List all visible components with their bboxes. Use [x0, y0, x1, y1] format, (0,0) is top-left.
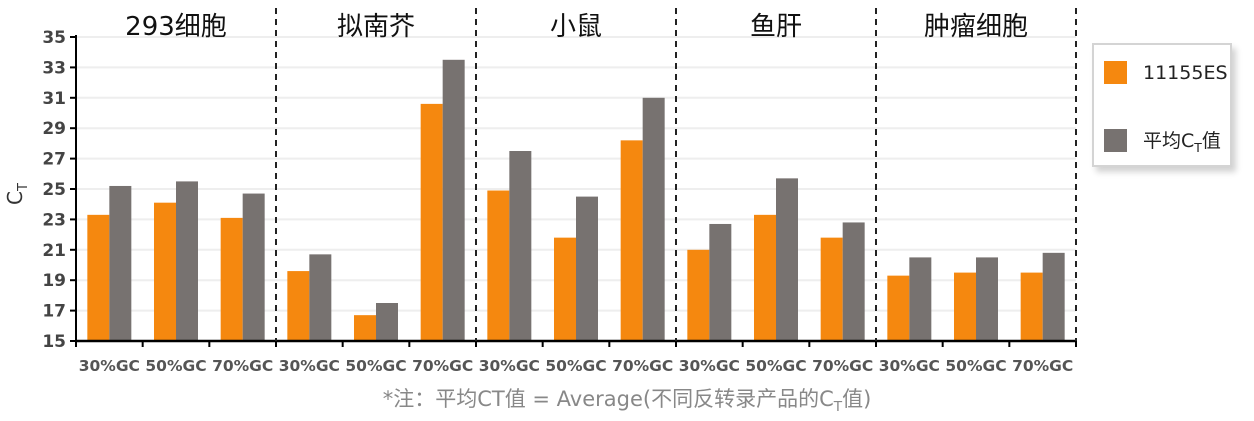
- group-title: 鱼肝: [750, 12, 802, 42]
- x-tick-label: 50%GC: [545, 357, 606, 375]
- y-tick-label: 31: [42, 89, 66, 109]
- y-tick-label: 33: [42, 58, 66, 78]
- bar-avg-ct: [1042, 252, 1065, 341]
- bar-avg-ct: [109, 185, 132, 341]
- x-tick-label: 70%GC: [812, 357, 873, 375]
- bar-11155es: [220, 217, 243, 341]
- x-tick-label: 50%GC: [145, 357, 206, 375]
- y-tick-label: 15: [42, 332, 66, 352]
- bar-11155es: [87, 214, 110, 341]
- y-tick-label: 17: [42, 302, 66, 322]
- x-tick-label: 30%GC: [79, 357, 140, 375]
- bar-avg-ct: [642, 97, 665, 341]
- bar-11155es: [354, 315, 376, 341]
- bar-11155es: [620, 140, 643, 341]
- legend: 11155ES 平均CT值: [1092, 43, 1232, 167]
- x-tick-label: 30%GC: [879, 357, 940, 375]
- bar-11155es: [687, 249, 710, 341]
- x-tick-label: 30%GC: [279, 357, 340, 375]
- y-tick-label: 19: [42, 271, 66, 291]
- y-tick-label: 27: [42, 150, 66, 170]
- bar-11155es: [1020, 272, 1043, 341]
- y-tick-label: 23: [42, 210, 66, 230]
- x-tick-label: 50%GC: [345, 357, 406, 375]
- y-tick-label: 35: [42, 28, 66, 48]
- legend-swatch-gray: [1104, 128, 1127, 152]
- bar-avg-ct: [776, 178, 798, 341]
- x-tick-label: 70%GC: [1012, 357, 1073, 375]
- bar-avg-ct: [376, 303, 398, 341]
- legend-item-11155es: 11155ES: [1104, 61, 1228, 84]
- bar-11155es: [887, 275, 910, 341]
- x-tick-label: 70%GC: [412, 357, 473, 375]
- bar-11155es: [554, 237, 576, 341]
- bar-11155es: [287, 271, 310, 341]
- group-title: 拟南芥: [337, 12, 415, 42]
- bar-avg-ct: [576, 196, 598, 341]
- bar-11155es: [154, 202, 176, 341]
- bar-11155es: [420, 103, 443, 341]
- bar-11155es: [754, 214, 776, 341]
- y-tick-label: 29: [42, 119, 66, 139]
- bar-avg-ct: [309, 254, 332, 341]
- bar-avg-ct: [842, 222, 865, 341]
- bar-avg-ct: [976, 257, 998, 341]
- x-tick-label: 30%GC: [679, 357, 740, 375]
- legend-swatch-orange: [1104, 61, 1127, 84]
- legend-item-avg-ct: 平均CT值: [1104, 126, 1221, 155]
- y-tick-label: 25: [42, 180, 66, 200]
- bar-avg-ct: [909, 257, 932, 341]
- bar-11155es: [820, 237, 843, 341]
- y-axis-label: CT: [2, 183, 31, 205]
- group-title: 小鼠: [550, 12, 602, 42]
- bar-11155es: [954, 272, 976, 341]
- x-tick-label: 70%GC: [212, 357, 273, 375]
- x-tick-label: 50%GC: [745, 357, 806, 375]
- x-tick-label: 70%GC: [612, 357, 673, 375]
- x-tick-label: 30%GC: [479, 357, 540, 375]
- x-tick-label: 50%GC: [945, 357, 1006, 375]
- bar-11155es: [487, 190, 510, 341]
- legend-label: 11155ES: [1143, 61, 1228, 84]
- footnote: *注：平均CT值 = Average(不同反转录产品的CT值): [382, 387, 872, 416]
- y-tick-label: 21: [42, 241, 66, 261]
- legend-label: 平均CT值: [1143, 130, 1221, 155]
- bar-avg-ct: [442, 59, 465, 342]
- bar-avg-ct: [509, 151, 532, 341]
- bar-avg-ct: [709, 223, 732, 341]
- bar-avg-ct: [242, 193, 265, 341]
- group-title: 293细胞: [125, 12, 227, 42]
- bar-avg-ct: [176, 181, 198, 341]
- group-title: 肿瘤细胞: [924, 12, 1028, 42]
